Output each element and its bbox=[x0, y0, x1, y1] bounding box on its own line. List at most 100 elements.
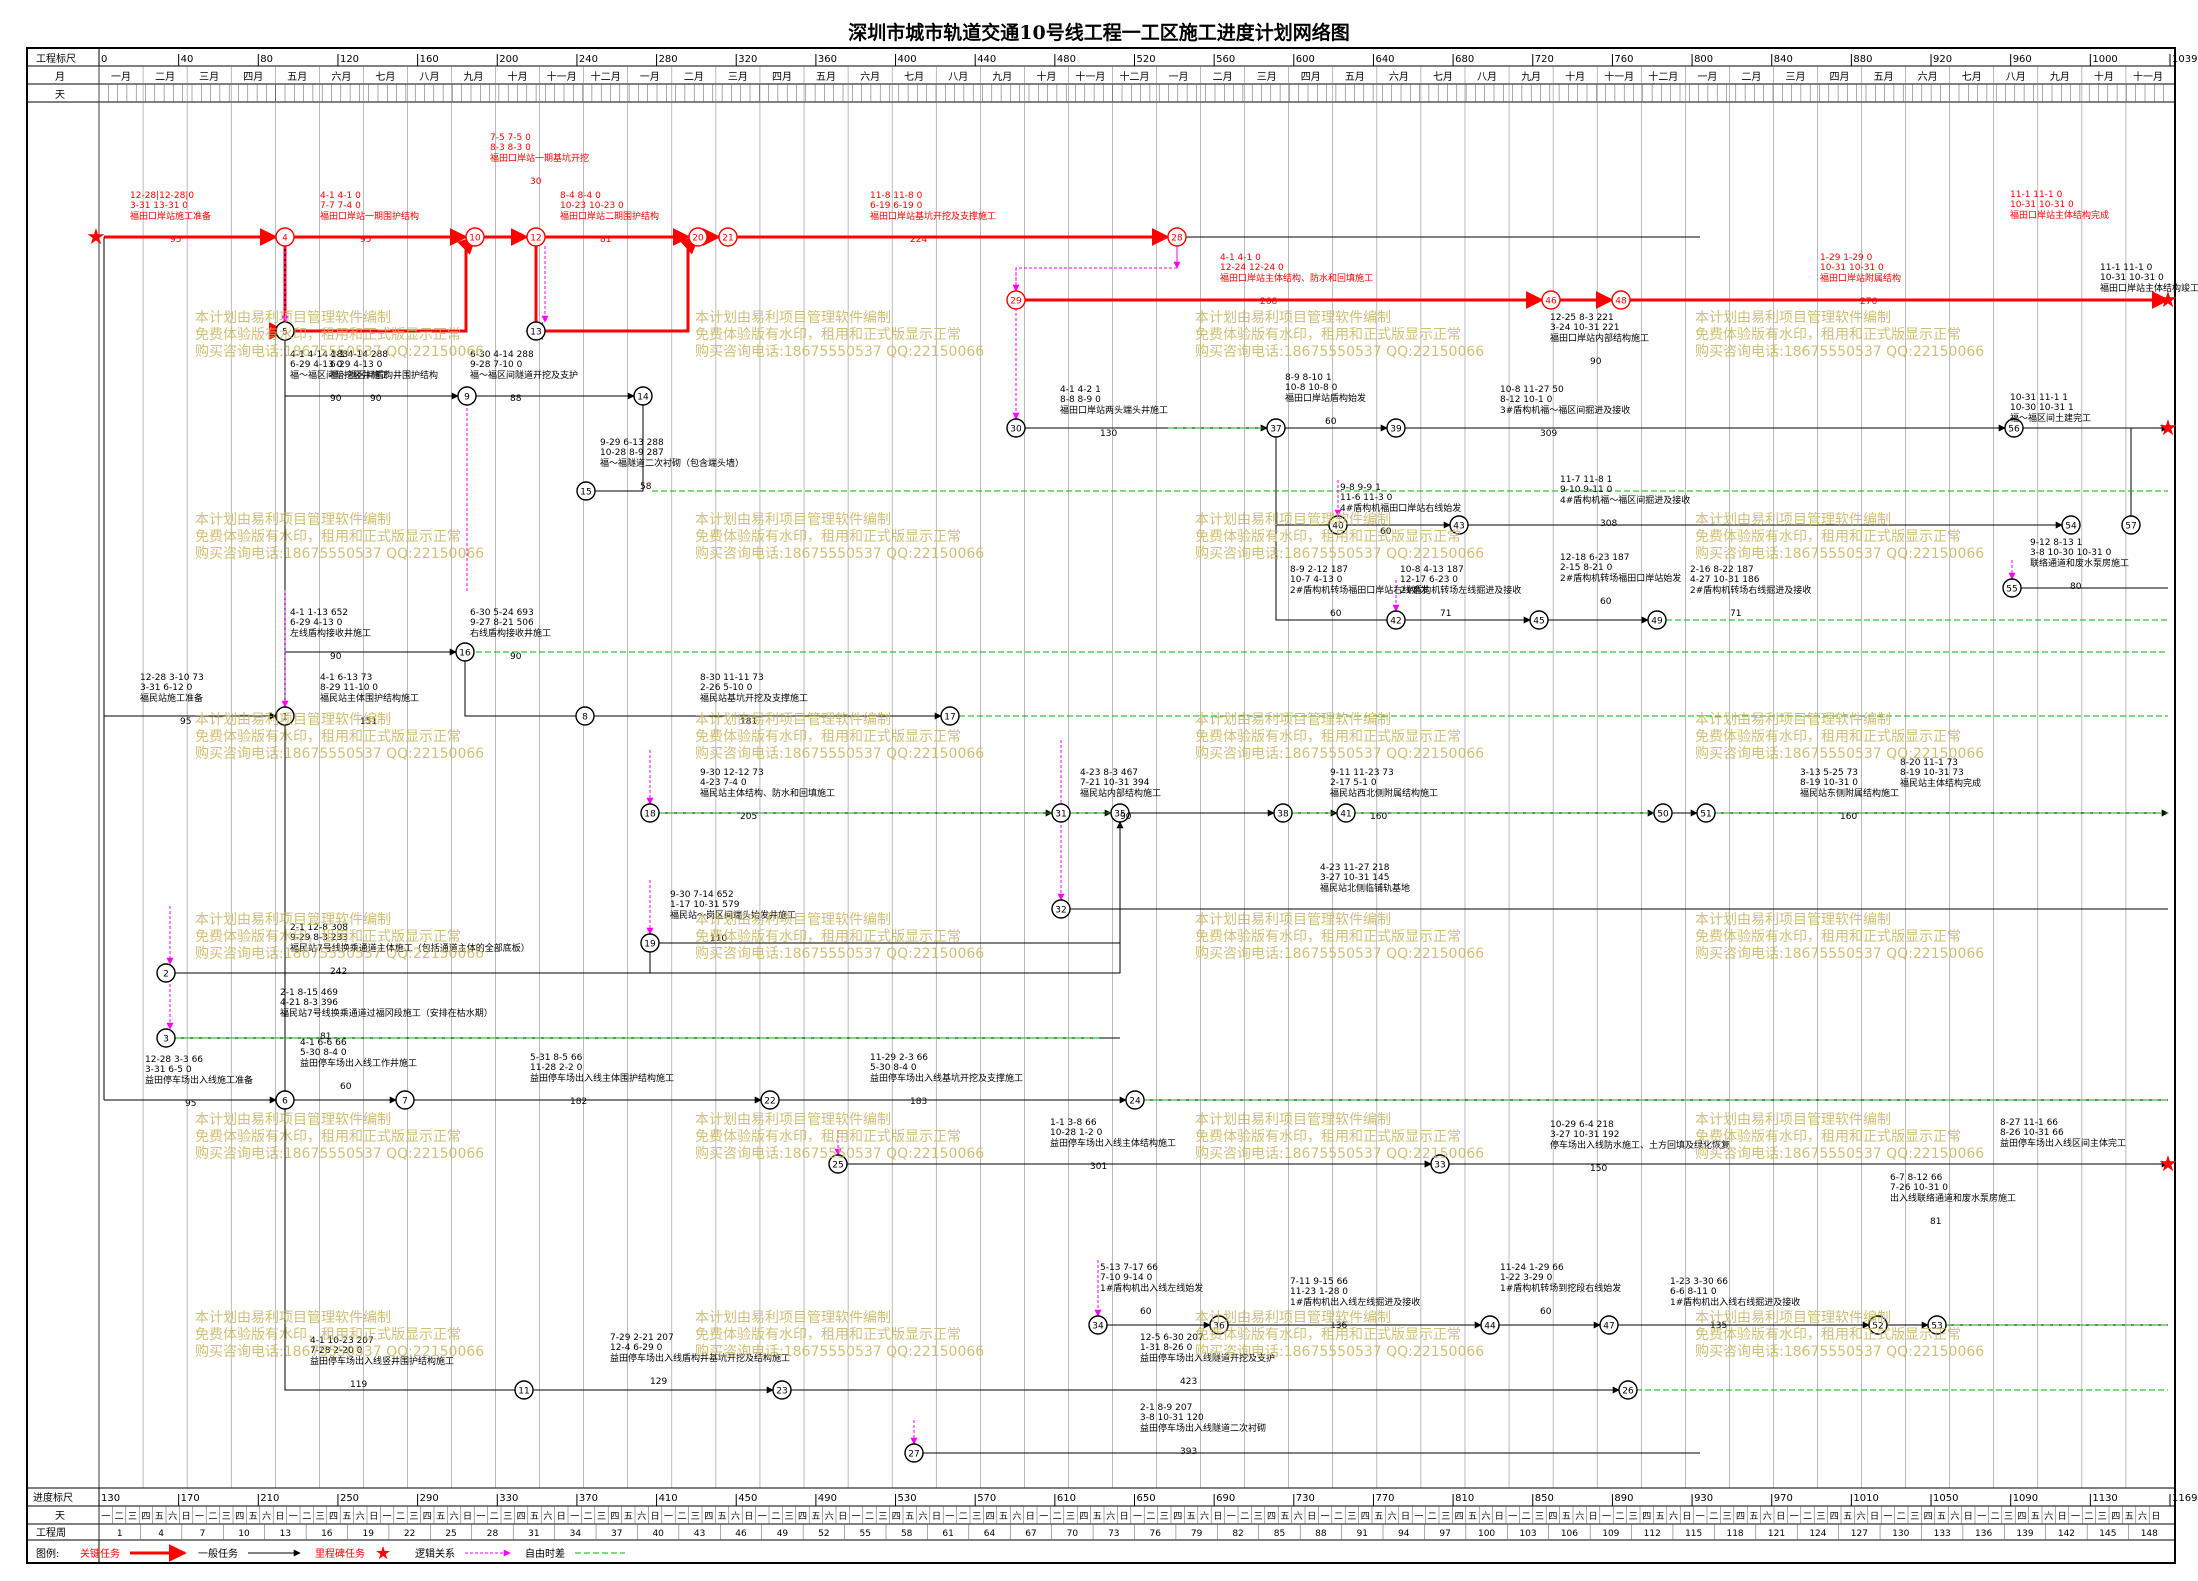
node-4[interactable]: 4 bbox=[275, 227, 295, 247]
node-circle[interactable] bbox=[640, 803, 660, 823]
node-circle[interactable] bbox=[1647, 610, 1667, 630]
node-7[interactable]: 7 bbox=[395, 1090, 415, 1110]
node-6[interactable]: 6 bbox=[275, 1090, 295, 1110]
node-55[interactable]: 55 bbox=[2002, 578, 2022, 598]
node-45[interactable]: 45 bbox=[1529, 610, 1549, 630]
node-35[interactable]: 35 bbox=[1110, 803, 1130, 823]
node-circle[interactable] bbox=[2002, 578, 2022, 598]
node-41[interactable]: 41 bbox=[1336, 803, 1356, 823]
node-57[interactable]: 57 bbox=[2121, 515, 2141, 535]
node-24[interactable]: 24 bbox=[1125, 1090, 1145, 1110]
node-31[interactable]: 31 bbox=[1051, 803, 1071, 823]
node-circle[interactable] bbox=[2061, 515, 2081, 535]
node-43[interactable]: 43 bbox=[1449, 515, 1469, 535]
node-circle[interactable] bbox=[1051, 803, 1071, 823]
node-5[interactable]: 5 bbox=[275, 321, 295, 341]
node-circle[interactable] bbox=[455, 642, 475, 662]
node-22[interactable]: 22 bbox=[760, 1090, 780, 1110]
node-circle[interactable] bbox=[1167, 227, 1187, 247]
node-46[interactable]: 46 bbox=[1541, 290, 1561, 310]
node-circle[interactable] bbox=[275, 706, 295, 726]
node-23[interactable]: 23 bbox=[772, 1380, 792, 1400]
node-circle[interactable] bbox=[1480, 1315, 1500, 1335]
node-circle[interactable] bbox=[526, 227, 546, 247]
node-34[interactable]: 34 bbox=[1088, 1315, 1108, 1335]
node-25[interactable]: 25 bbox=[828, 1154, 848, 1174]
node-38[interactable]: 38 bbox=[1273, 803, 1293, 823]
node-29[interactable]: 29 bbox=[1006, 290, 1026, 310]
node-40[interactable]: 40 bbox=[1328, 515, 1348, 535]
node-circle[interactable] bbox=[2004, 418, 2024, 438]
node-circle[interactable] bbox=[1110, 803, 1130, 823]
node-circle[interactable] bbox=[1328, 515, 1348, 535]
node-circle[interactable] bbox=[156, 1028, 176, 1048]
node-circle[interactable] bbox=[1449, 515, 1469, 535]
node-circle[interactable] bbox=[760, 1090, 780, 1110]
node-18[interactable]: 18 bbox=[640, 803, 660, 823]
node-circle[interactable] bbox=[1599, 1315, 1619, 1335]
node-16[interactable]: 16 bbox=[455, 642, 475, 662]
node-circle[interactable] bbox=[828, 1154, 848, 1174]
node-circle[interactable] bbox=[688, 227, 708, 247]
node-circle[interactable] bbox=[1266, 418, 1286, 438]
node-circle[interactable] bbox=[1386, 418, 1406, 438]
node-48[interactable]: 48 bbox=[1611, 290, 1631, 310]
node-51[interactable]: 51 bbox=[1696, 803, 1716, 823]
node-54[interactable]: 54 bbox=[2061, 515, 2081, 535]
node-52[interactable]: 52 bbox=[1868, 1315, 1888, 1335]
node-37[interactable]: 37 bbox=[1266, 418, 1286, 438]
node-circle[interactable] bbox=[514, 1380, 534, 1400]
node-circle[interactable] bbox=[575, 706, 595, 726]
node-circle[interactable] bbox=[156, 963, 176, 983]
node-circle[interactable] bbox=[1927, 1315, 1947, 1335]
node-circle[interactable] bbox=[772, 1380, 792, 1400]
node-circle[interactable] bbox=[1541, 290, 1561, 310]
node-20[interactable]: 20 bbox=[688, 227, 708, 247]
node-33[interactable]: 33 bbox=[1430, 1154, 1450, 1174]
node-circle[interactable] bbox=[465, 227, 485, 247]
node-28[interactable]: 28 bbox=[1167, 227, 1187, 247]
node-11[interactable]: 11 bbox=[514, 1380, 534, 1400]
node-10[interactable]: 10 bbox=[465, 227, 485, 247]
node-circle[interactable] bbox=[904, 1443, 924, 1463]
node-circle[interactable] bbox=[457, 386, 477, 406]
node-12[interactable]: 12 bbox=[526, 227, 546, 247]
node-circle[interactable] bbox=[1868, 1315, 1888, 1335]
node-47[interactable]: 47 bbox=[1599, 1315, 1619, 1335]
node-14[interactable]: 14 bbox=[633, 386, 653, 406]
node-circle[interactable] bbox=[1529, 610, 1549, 630]
node-circle[interactable] bbox=[275, 227, 295, 247]
node-2[interactable]: 2 bbox=[156, 963, 176, 983]
node-36[interactable]: 36 bbox=[1209, 1315, 1229, 1335]
node-49[interactable]: 49 bbox=[1647, 610, 1667, 630]
node-circle[interactable] bbox=[640, 933, 660, 953]
node-circle[interactable] bbox=[1209, 1315, 1229, 1335]
node-1[interactable]: 1 bbox=[275, 706, 295, 726]
node-42[interactable]: 42 bbox=[1386, 610, 1406, 630]
node-21[interactable]: 21 bbox=[718, 227, 738, 247]
node-circle[interactable] bbox=[718, 227, 738, 247]
node-circle[interactable] bbox=[2121, 515, 2141, 535]
node-15[interactable]: 15 bbox=[576, 481, 596, 501]
node-circle[interactable] bbox=[1006, 418, 1026, 438]
node-circle[interactable] bbox=[1088, 1315, 1108, 1335]
node-circle[interactable] bbox=[1430, 1154, 1450, 1174]
node-circle[interactable] bbox=[1618, 1380, 1638, 1400]
node-3[interactable]: 3 bbox=[156, 1028, 176, 1048]
node-circle[interactable] bbox=[395, 1090, 415, 1110]
node-26[interactable]: 26 bbox=[1618, 1380, 1638, 1400]
node-19[interactable]: 19 bbox=[640, 933, 660, 953]
node-circle[interactable] bbox=[1653, 803, 1673, 823]
node-27[interactable]: 27 bbox=[904, 1443, 924, 1463]
node-30[interactable]: 30 bbox=[1006, 418, 1026, 438]
node-32[interactable]: 32 bbox=[1051, 899, 1071, 919]
node-circle[interactable] bbox=[1696, 803, 1716, 823]
node-50[interactable]: 50 bbox=[1653, 803, 1673, 823]
node-circle[interactable] bbox=[1336, 803, 1356, 823]
node-circle[interactable] bbox=[1125, 1090, 1145, 1110]
node-13[interactable]: 13 bbox=[526, 321, 546, 341]
node-44[interactable]: 44 bbox=[1480, 1315, 1500, 1335]
node-circle[interactable] bbox=[1611, 290, 1631, 310]
node-circle[interactable] bbox=[1006, 290, 1026, 310]
node-8[interactable]: 8 bbox=[575, 706, 595, 726]
